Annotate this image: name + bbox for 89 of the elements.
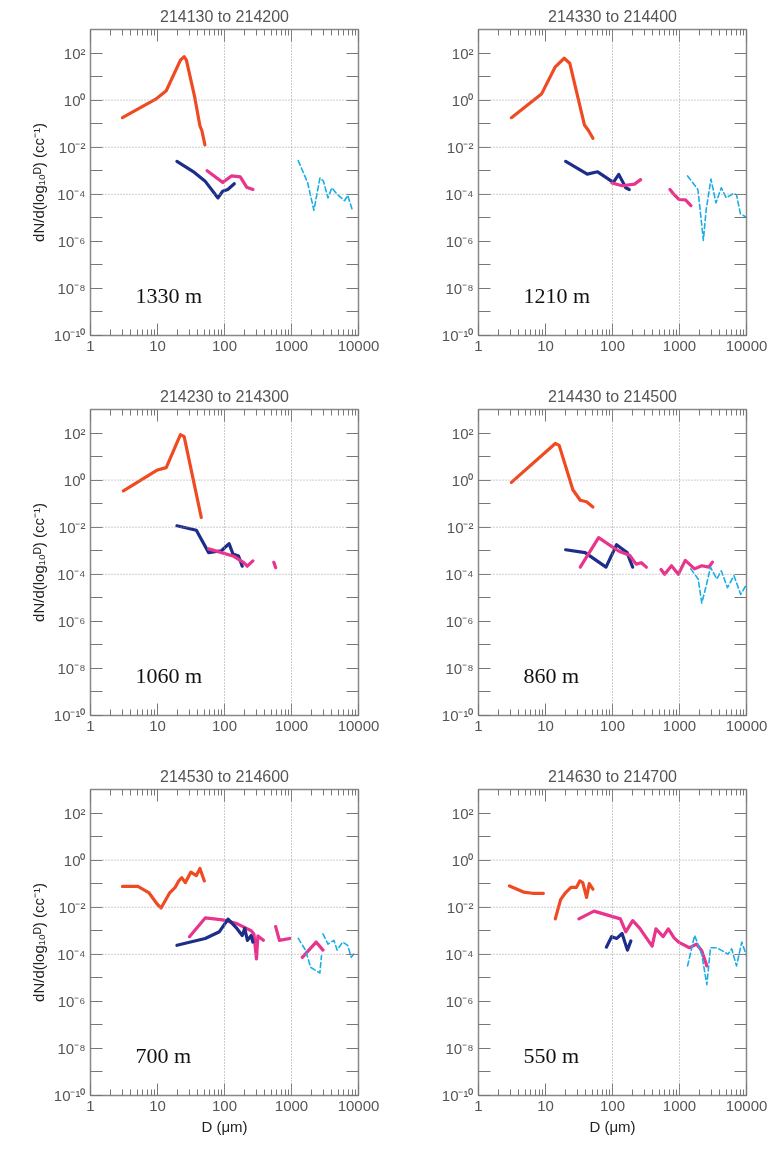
y-tick-label: 10⁻¹⁰: [53, 707, 86, 724]
x-tick-label: 1000: [274, 1096, 309, 1114]
x-tick-label: 10000: [725, 336, 768, 354]
y-tick-label: 10⁻⁸: [445, 279, 474, 297]
x-tick-label: 1: [86, 716, 95, 734]
y-tick-label: 10⁻⁸: [57, 659, 86, 677]
y-tick-label: 10⁻⁶: [445, 232, 474, 250]
y-tick-label: 10⁻¹⁰: [53, 327, 86, 344]
y-tick-label: 10⁻⁸: [445, 1039, 474, 1057]
y-tick-label: 10²: [451, 804, 474, 822]
y-tick-label: 10²: [63, 44, 86, 62]
y-tick-label: 10⁰: [63, 91, 86, 109]
y-tick-label: 10⁻²: [58, 138, 86, 156]
y-tick-label: 10⁰: [451, 91, 474, 109]
y-tick-label: 10⁻²: [446, 518, 474, 536]
x-tick-label: 10000: [725, 1096, 768, 1114]
y-tick-label: 10⁻⁶: [57, 232, 86, 250]
x-tick-label: 1000: [662, 336, 697, 354]
y-tick-label: 10⁻⁶: [445, 992, 474, 1010]
y-tick-label: 10²: [63, 804, 86, 822]
y-tick-label: 10⁻²: [58, 898, 86, 916]
y-tick-label: 10⁻⁸: [57, 1039, 86, 1057]
y-tick-label: 10⁻⁴: [445, 185, 474, 203]
y-tick-label: 10⁻⁴: [57, 565, 86, 583]
y-tick-label: 10⁻⁴: [445, 945, 474, 963]
chart-title: 214330 to 214400: [547, 7, 678, 25]
y-tick-label: 10²: [451, 424, 474, 442]
y-axis-title: dN/d(log₁₀ᴰ) (cc⁻¹): [29, 123, 47, 242]
y-tick-label: 10⁰: [451, 471, 474, 489]
chart-title: 214130 to 214200: [159, 7, 290, 25]
x-tick-label: 1000: [662, 1096, 697, 1114]
annotation: 550 m: [523, 1042, 580, 1068]
x-tick-label: 100: [211, 336, 238, 354]
chart-title: 214230 to 214300: [159, 387, 290, 405]
y-tick-label: 10⁻⁴: [57, 945, 86, 963]
annotation: 1060 m: [135, 662, 203, 688]
x-tick-label: 10: [537, 336, 554, 354]
x-tick-label: 1: [86, 1096, 95, 1114]
chart-title: 214530 to 214600: [159, 767, 290, 785]
chart-title: 214430 to 214500: [547, 387, 678, 405]
x-tick-label: 1: [474, 336, 483, 354]
x-tick-label: 1: [474, 716, 483, 734]
y-tick-label: 10⁻¹⁰: [441, 707, 474, 724]
y-tick-label: 10⁻²: [446, 898, 474, 916]
y-axis-title: dN/d(log₁₀ᴰ) (cc⁻¹): [29, 883, 47, 1002]
annotation: 1210 m: [523, 282, 591, 308]
x-tick-label: 1000: [662, 716, 697, 734]
x-tick-label: 1000: [274, 336, 309, 354]
x-tick-label: 10000: [337, 1096, 380, 1114]
x-axis-title: D (μm): [589, 1117, 636, 1135]
annotation: 1330 m: [135, 282, 203, 308]
y-axis-title: dN/d(log₁₀ᴰ) (cc⁻¹): [29, 503, 47, 622]
y-tick-label: 10²: [451, 44, 474, 62]
y-tick-label: 10⁻¹⁰: [441, 1087, 474, 1104]
x-tick-label: 1000: [274, 716, 309, 734]
x-tick-label: 10: [537, 716, 554, 734]
x-tick-label: 10000: [337, 336, 380, 354]
x-tick-label: 10: [537, 1096, 554, 1114]
chart-title: 214630 to 214700: [547, 767, 678, 785]
y-tick-label: 10⁻²: [58, 518, 86, 536]
y-tick-label: 10⁻⁶: [57, 612, 86, 630]
x-tick-label: 10: [149, 1096, 166, 1114]
annotation: 700 m: [135, 1042, 192, 1068]
y-tick-label: 10⁻⁶: [445, 612, 474, 630]
x-tick-label: 1: [474, 1096, 483, 1114]
x-tick-label: 100: [599, 1096, 626, 1114]
x-tick-label: 10000: [337, 716, 380, 734]
y-tick-label: 10⁻⁸: [57, 279, 86, 297]
x-tick-label: 100: [599, 716, 626, 734]
y-tick-label: 10⁻⁶: [57, 992, 86, 1010]
x-tick-label: 10: [149, 716, 166, 734]
y-tick-label: 10⁰: [451, 851, 474, 869]
y-tick-label: 10⁻⁴: [445, 565, 474, 583]
y-tick-label: 10⁻²: [446, 138, 474, 156]
x-tick-label: 10: [149, 336, 166, 354]
x-tick-label: 100: [599, 336, 626, 354]
x-tick-label: 100: [211, 716, 238, 734]
x-tick-label: 1: [86, 336, 95, 354]
y-tick-label: 10⁰: [63, 471, 86, 489]
y-tick-label: 10⁻¹⁰: [53, 1087, 86, 1104]
x-tick-label: 100: [211, 1096, 238, 1114]
y-tick-label: 10⁰: [63, 851, 86, 869]
x-axis-title: D (μm): [201, 1117, 248, 1135]
x-tick-label: 10000: [725, 716, 768, 734]
y-tick-label: 10⁻⁸: [445, 659, 474, 677]
y-tick-label: 10⁻¹⁰: [441, 327, 474, 344]
annotation: 860 m: [523, 662, 580, 688]
y-tick-label: 10⁻⁴: [57, 185, 86, 203]
y-tick-label: 10²: [63, 424, 86, 442]
